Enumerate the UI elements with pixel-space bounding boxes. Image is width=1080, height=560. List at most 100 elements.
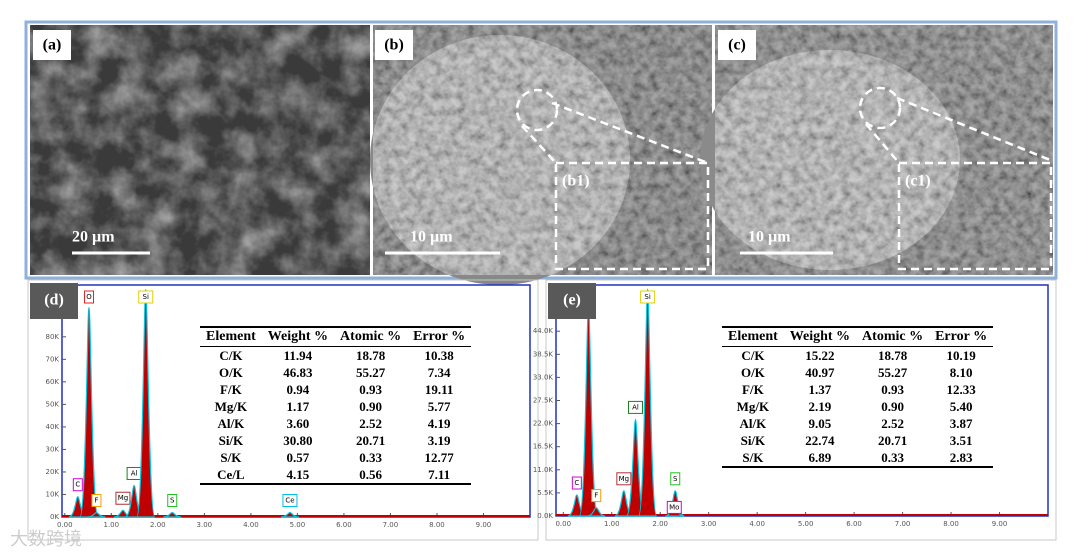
table-cell: Al/K [739, 415, 767, 431]
panel-label: (b) [384, 37, 404, 54]
x-tick-label: 5.00 [798, 520, 814, 528]
x-tick-label: 5.00 [290, 521, 306, 529]
label-box [375, 30, 413, 60]
y-tick-label: 0K [50, 513, 59, 521]
peak-label: C [75, 481, 80, 489]
spectrum-peak [638, 288, 658, 517]
table-cell: 5.77 [427, 398, 451, 414]
peak-label: Al [131, 469, 138, 477]
table-cell: 0.57 [286, 449, 310, 465]
table-cell: 2.83 [929, 449, 994, 468]
y-tick-label: 5.5K [537, 489, 553, 497]
y-tick-label: 50K [46, 400, 60, 408]
table-cell: S/K [220, 449, 242, 465]
x-tick-label: 0.00 [57, 521, 73, 529]
peak-label-box [72, 478, 83, 492]
table-cell: 55.27 [877, 364, 908, 380]
column-header: Weight % [261, 326, 335, 347]
table-cell: 0.33 [856, 449, 930, 468]
peak-label: S [170, 496, 175, 504]
table-cell: 4.19 [427, 415, 451, 431]
table-cell: 40.97 [805, 364, 835, 380]
table-cell: Mg/K [736, 398, 770, 414]
x-tick-label: 9.00 [476, 521, 492, 529]
table-cell: 12.77 [424, 449, 454, 465]
peak-label-box [627, 400, 643, 414]
y-tick-label: 22.0K [533, 420, 554, 428]
y-tick-label: 40K [46, 423, 60, 431]
table-cell: C/K [219, 347, 243, 363]
label-box [33, 30, 71, 60]
inset-markers [515, 86, 1053, 271]
table-cell: 10.38 [424, 347, 454, 363]
table-cell: 10.19 [946, 347, 976, 363]
peak-label-box [83, 290, 94, 304]
column-header: Error % [407, 326, 472, 347]
table-cell: 46.83 [283, 364, 313, 380]
column-header: Weight % [783, 326, 857, 347]
table-cell: Si/K [218, 432, 244, 448]
peak-label: Mg [619, 475, 629, 483]
table-cell: 30.80 [283, 432, 313, 448]
table-cell: 20.71 [355, 432, 386, 448]
y-tick-label: 60K [46, 378, 60, 386]
peak-label-box [167, 493, 178, 507]
sem-texture [30, 25, 370, 275]
table-cell: O/K [218, 364, 243, 380]
panel-label-box [548, 283, 596, 319]
x-tick-label: 7.00 [383, 521, 399, 529]
y-tick-label: 33.0K [533, 373, 554, 381]
table-cell: 9.05 [808, 415, 832, 431]
peak-label-box [571, 476, 582, 490]
peak-label-box [115, 491, 131, 505]
peak-label-box [282, 493, 298, 507]
table-cell: 3.60 [286, 415, 310, 431]
peak-label: S [673, 475, 678, 483]
table-cell: 2.52 [881, 415, 904, 431]
x-tick-label: 2.00 [652, 520, 668, 528]
peak-label: Ce [285, 496, 294, 504]
table-cell: 11.94 [283, 347, 313, 363]
x-tick-label: 8.00 [943, 520, 959, 528]
peak-label: Si [143, 293, 149, 301]
spectrum-peak [87, 511, 106, 518]
table-cell: Si/K [740, 432, 766, 448]
composition-table: Element Weight % Atomic % Error % C/K 11.94 18… [200, 326, 472, 485]
spectrum-peak [587, 506, 606, 517]
y-tick-label: 80K [46, 333, 60, 341]
y-tick-label: 11.0K [533, 466, 554, 474]
y-tick-label: 10K [46, 490, 60, 498]
table-cell: 20.71 [877, 432, 908, 448]
x-tick-label: 3.00 [197, 521, 213, 529]
table-cell: 1.17 [286, 398, 310, 414]
table-cell: 12.33 [946, 381, 976, 397]
table-cell: S/K [722, 449, 784, 468]
peak-label-box [670, 472, 681, 486]
spectrum-peak [163, 511, 182, 518]
y-tick-label: 70K [46, 355, 60, 363]
y-tick-label: 20K [46, 468, 60, 476]
table-cell: 0.33 [359, 449, 382, 465]
x-tick-label: 6.00 [846, 520, 862, 528]
inset-label: (c1) [905, 173, 931, 190]
x-tick-label: 3.00 [701, 520, 717, 528]
table-cell: 55.27 [355, 364, 386, 380]
table-cell: 18.78 [355, 347, 386, 363]
x-tick-label: 4.00 [243, 521, 259, 529]
label-box [718, 30, 756, 60]
spectrum-peak [79, 306, 99, 518]
column-header: Atomic % [334, 326, 408, 347]
spectrum-peak [136, 288, 156, 518]
table-cell: 0.93 [359, 381, 382, 397]
peak-label: F [94, 496, 98, 504]
peak-label-box [616, 472, 632, 486]
peak-label: Mg [118, 494, 128, 502]
table-cell: O/K [740, 364, 765, 380]
peak-label-box [91, 493, 102, 507]
table-cell: 8.10 [949, 364, 973, 380]
y-tick-label: 0.0K [537, 512, 553, 520]
table-cell: Mg/K [214, 398, 248, 414]
x-tick-label: 4.00 [749, 520, 765, 528]
table-cell: F/K [220, 381, 242, 397]
